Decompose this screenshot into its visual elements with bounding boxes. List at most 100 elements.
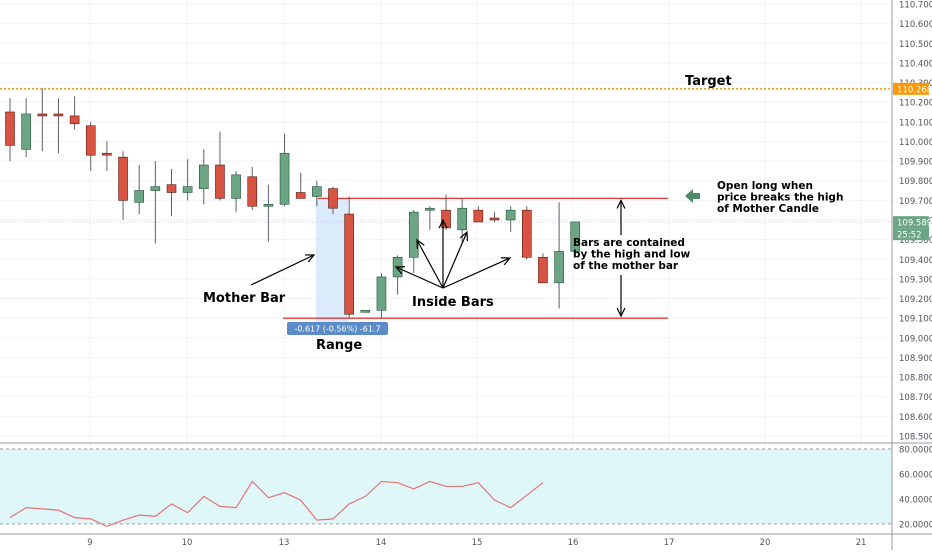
candle (37, 88, 48, 152)
candle-body (150, 186, 161, 191)
candle (69, 96, 80, 130)
y-tick-label: 110.700 (899, 1, 932, 11)
osc-y-tick-label: 80.0000 (899, 446, 932, 456)
candle-body (360, 310, 371, 313)
candle (85, 121, 96, 171)
y-tick-label: 108.700 (899, 393, 932, 403)
candle-body (473, 209, 484, 223)
candle-body (312, 186, 322, 197)
contained-arrow-up (616, 199, 626, 235)
contained-note-line: Bars are contained (573, 237, 685, 249)
candle (182, 159, 193, 201)
x-tick-label: 9 (87, 538, 92, 548)
candle-body (182, 186, 193, 193)
candle-body (85, 125, 96, 156)
candle (473, 206, 484, 223)
measure-badge (287, 322, 388, 335)
candle (231, 170, 241, 213)
candle (150, 161, 161, 244)
candle (441, 194, 451, 230)
x-tick-label: 17 (664, 538, 675, 548)
candle-body (69, 115, 80, 125)
x-tick-label: 15 (472, 538, 483, 548)
candle-body (521, 209, 532, 258)
candle-body (457, 207, 468, 231)
candle (215, 131, 225, 201)
y-tick-label: 109.000 (899, 334, 932, 344)
level-lines (0, 88, 892, 319)
candle (554, 202, 564, 309)
candle-body (425, 207, 435, 211)
long-entry-marker-icon (685, 189, 700, 203)
candle (102, 141, 112, 171)
candle-body (376, 276, 387, 311)
candle (312, 180, 322, 207)
candle (295, 172, 306, 199)
candle-body (441, 209, 451, 229)
y-tick-label: 109.900 (899, 158, 932, 168)
y-tick-label: 108.800 (899, 374, 932, 384)
candle-body (279, 152, 290, 205)
y-tick-label: 109.500 (899, 236, 932, 246)
price-badge-label: 110.268 (897, 85, 932, 95)
grid (0, 0, 892, 533)
candles (5, 88, 581, 319)
candle (199, 149, 209, 205)
candle-body (53, 113, 64, 117)
x-tick-label: 20 (760, 538, 771, 548)
y-tick-label: 108.600 (899, 413, 932, 423)
candle-body (263, 203, 274, 207)
candle-body (118, 156, 128, 201)
candle-body (570, 221, 581, 252)
open-long-note-line: price breaks the high (717, 192, 843, 204)
y-tick-label: 109.200 (899, 295, 932, 305)
candle (408, 210, 419, 274)
range-label: Range (316, 338, 362, 353)
axes: 110.700110.600110.500110.400110.300110.2… (87, 0, 932, 550)
candle-body (408, 211, 419, 258)
mother-bar-label: Mother Bar (203, 291, 286, 306)
candle-body (5, 111, 15, 146)
candle-body (215, 164, 225, 199)
candle (118, 151, 128, 220)
candle-body (554, 251, 564, 284)
candle (425, 206, 435, 230)
y-tick-label: 108.900 (899, 354, 932, 364)
candle (5, 98, 15, 162)
candle (392, 255, 403, 295)
candle-body (21, 113, 31, 150)
inside-bars-arrow (394, 266, 444, 289)
open-long-note-line: Open long when (717, 180, 813, 192)
x-tick-label: 16 (568, 538, 579, 548)
contained-arrow-down (616, 275, 626, 318)
candle-body (505, 209, 516, 221)
inside-bars-arrow (442, 257, 512, 289)
price-badge (893, 228, 929, 241)
y-tick-label: 110.000 (899, 138, 932, 148)
candle (360, 310, 371, 313)
candle-body (344, 213, 354, 315)
candle (344, 196, 354, 319)
y-tick-label: 110.200 (899, 99, 932, 109)
x-tick-label: 13 (279, 538, 290, 548)
candle (521, 206, 532, 260)
y-tick-label: 109.100 (899, 315, 932, 325)
candle-body (328, 188, 338, 209)
candle (166, 168, 177, 217)
inside-bars-arrow (442, 230, 469, 289)
inside-bars-arrow (438, 218, 448, 288)
candle (328, 186, 338, 215)
candle-body (37, 113, 48, 117)
price-badge-label: 25:52 (897, 231, 922, 241)
y-tick-label: 108.500 (899, 432, 932, 442)
candle-body (134, 190, 144, 203)
y-tick-label: 109.800 (899, 177, 932, 187)
candle-body (102, 152, 112, 156)
candle (247, 166, 258, 211)
contained-note-line: of the mother bar (573, 260, 679, 272)
price-badge (893, 216, 929, 229)
candle (279, 133, 290, 207)
mother-bar-arrow (250, 254, 316, 286)
